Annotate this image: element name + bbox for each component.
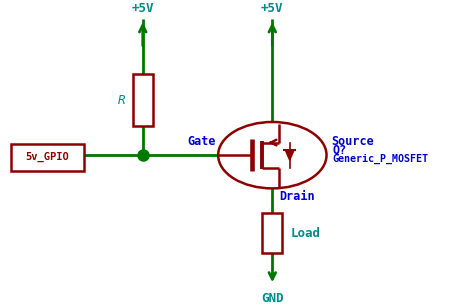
Text: Q?: Q? bbox=[332, 144, 346, 157]
Bar bbox=[263, 213, 282, 253]
Text: 5v_GPIO: 5v_GPIO bbox=[26, 152, 69, 162]
Text: Source: Source bbox=[331, 136, 374, 148]
Text: GND: GND bbox=[261, 292, 283, 305]
Text: +5V: +5V bbox=[131, 2, 154, 15]
Text: Generic_P_MOSFET: Generic_P_MOSFET bbox=[332, 153, 428, 164]
Bar bbox=[11, 144, 84, 171]
Text: R: R bbox=[118, 94, 126, 107]
Bar bbox=[133, 74, 153, 126]
Text: Load: Load bbox=[291, 227, 321, 240]
Circle shape bbox=[218, 122, 327, 188]
Text: Drain: Drain bbox=[279, 190, 315, 203]
Text: +5V: +5V bbox=[261, 2, 283, 15]
Text: Gate: Gate bbox=[187, 135, 216, 148]
Polygon shape bbox=[285, 150, 294, 160]
